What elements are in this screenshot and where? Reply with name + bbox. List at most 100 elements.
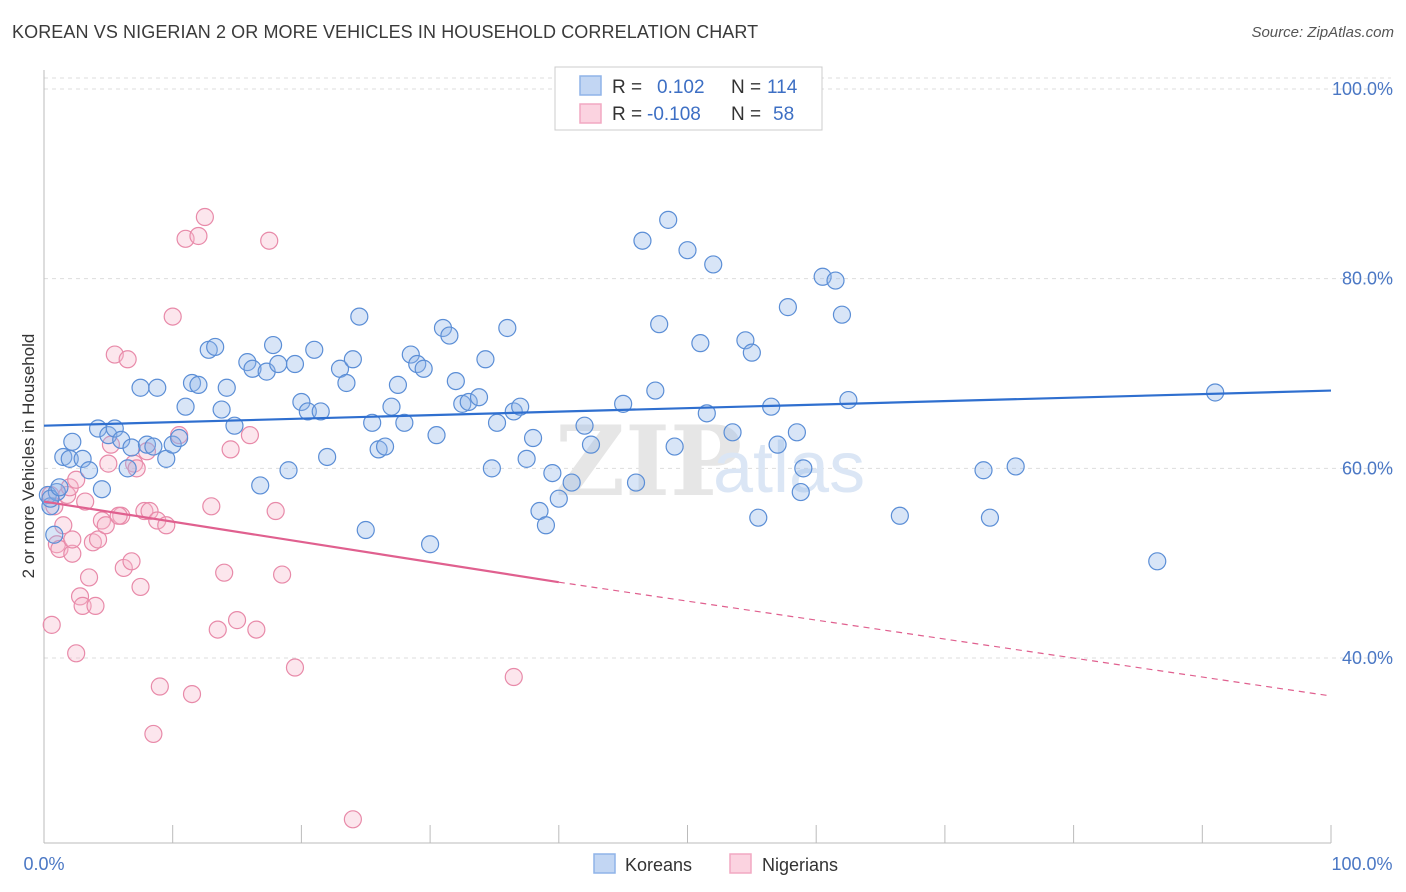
korean-point <box>890 506 909 525</box>
legend-r-label-koreans: R = <box>612 77 642 98</box>
nigerian-point <box>63 544 82 563</box>
nigerian-point <box>221 440 240 459</box>
nigerian-point <box>182 684 202 704</box>
korean-point <box>318 447 337 467</box>
legend-n-value-nigerians: 58 <box>773 104 794 125</box>
nigerian-point <box>86 596 105 615</box>
korean-point <box>251 476 270 495</box>
legend-r-label-nigerians: R = <box>612 104 642 125</box>
korean-point <box>446 371 465 391</box>
korean-point <box>498 318 517 338</box>
nigerian-point <box>140 501 159 521</box>
korean-point <box>974 461 993 480</box>
korean-point <box>791 482 810 502</box>
korean-point <box>440 326 459 345</box>
korean-point <box>118 459 137 478</box>
nigerian-point <box>285 658 305 677</box>
nigerian-point <box>83 533 103 552</box>
nigerian-point <box>247 620 266 639</box>
nigerian-point <box>189 226 208 246</box>
korean-point <box>45 525 64 544</box>
nigerian-point <box>42 615 61 634</box>
korean-point <box>476 350 495 369</box>
x-ticks <box>43 825 1332 843</box>
korean-point <box>980 508 1000 527</box>
nigerian-point <box>144 724 163 744</box>
nigerian-point <box>99 454 118 473</box>
korean-point <box>665 437 684 456</box>
korean-point <box>511 397 530 416</box>
korean-point <box>54 447 73 467</box>
nigerian-point <box>76 492 95 511</box>
y-tick-labels: 40.0% 60.0% 80.0% 100.0% <box>1332 79 1393 668</box>
korean-point <box>536 516 556 535</box>
korean-point <box>176 397 195 416</box>
korean-point <box>482 459 501 478</box>
korean-point <box>63 432 82 451</box>
korean-point <box>723 423 742 442</box>
korean-point <box>363 413 382 432</box>
korean-point <box>305 340 324 359</box>
korean-point <box>144 437 163 456</box>
korean-point <box>206 337 225 357</box>
korean-point <box>292 392 311 412</box>
korean-point <box>388 375 408 394</box>
korean-trend-line <box>43 389 1332 427</box>
x-tick-label-min: 0.0% <box>23 854 64 874</box>
korean-point <box>691 334 710 353</box>
bottom-legend-swatch-nigerians <box>729 853 752 874</box>
korean-point <box>469 388 489 407</box>
legend-swatch-nigerians <box>579 103 602 124</box>
y-tick-label: 60.0% <box>1342 458 1393 478</box>
korean-point <box>163 435 182 454</box>
nigerian-point <box>266 501 285 521</box>
korean-point <box>148 378 167 397</box>
nigerian-point <box>208 620 227 639</box>
nigerian-point <box>150 677 169 696</box>
korean-point <box>697 404 716 423</box>
korean-point <box>581 435 601 454</box>
korean-point <box>243 359 262 378</box>
korean-points <box>38 210 1225 571</box>
legend-n-label-nigerians: N = <box>731 104 761 125</box>
korean-point <box>269 354 288 374</box>
nigerian-point <box>122 552 141 571</box>
korean-point <box>50 478 69 497</box>
nigerian-point <box>195 207 214 227</box>
nigerian-point <box>163 307 182 326</box>
x-tick-label-max: 100.0% <box>1331 854 1392 874</box>
korean-point <box>279 461 298 480</box>
korean-point <box>421 535 440 554</box>
korean-point <box>487 413 507 432</box>
legend-n-label-koreans: N = <box>731 77 761 98</box>
korean-point <box>749 508 768 527</box>
korean-point <box>742 343 761 362</box>
korean-point <box>794 459 813 478</box>
bottom-legend-swatch-koreans <box>593 853 616 874</box>
korean-point <box>137 435 157 454</box>
korean-point <box>263 335 283 355</box>
legend-r-value-nigerians: -0.108 <box>647 104 701 125</box>
korean-point <box>47 482 66 502</box>
y-axis-title: 2 or more Vehicles in Household <box>19 334 38 579</box>
nigerian-point <box>215 563 234 582</box>
korean-point <box>414 359 433 378</box>
nigerian-point <box>67 470 86 489</box>
korean-point <box>212 400 231 419</box>
bottom-legend-label-nigerians: Nigerians <box>762 855 838 875</box>
korean-point <box>122 438 141 457</box>
korean-point <box>311 402 330 421</box>
korean-point <box>217 378 236 397</box>
korean-point <box>839 390 858 410</box>
legend-r-value-koreans: 0.102 <box>657 77 705 98</box>
korean-point <box>659 210 678 229</box>
korean-point <box>575 416 594 435</box>
korean-point <box>523 428 543 448</box>
nigerian-point <box>63 530 82 549</box>
korean-point <box>549 489 568 508</box>
korean-point <box>395 413 414 432</box>
korean-point <box>343 350 362 369</box>
korean-point <box>678 241 697 260</box>
nigerian-point <box>73 596 92 615</box>
